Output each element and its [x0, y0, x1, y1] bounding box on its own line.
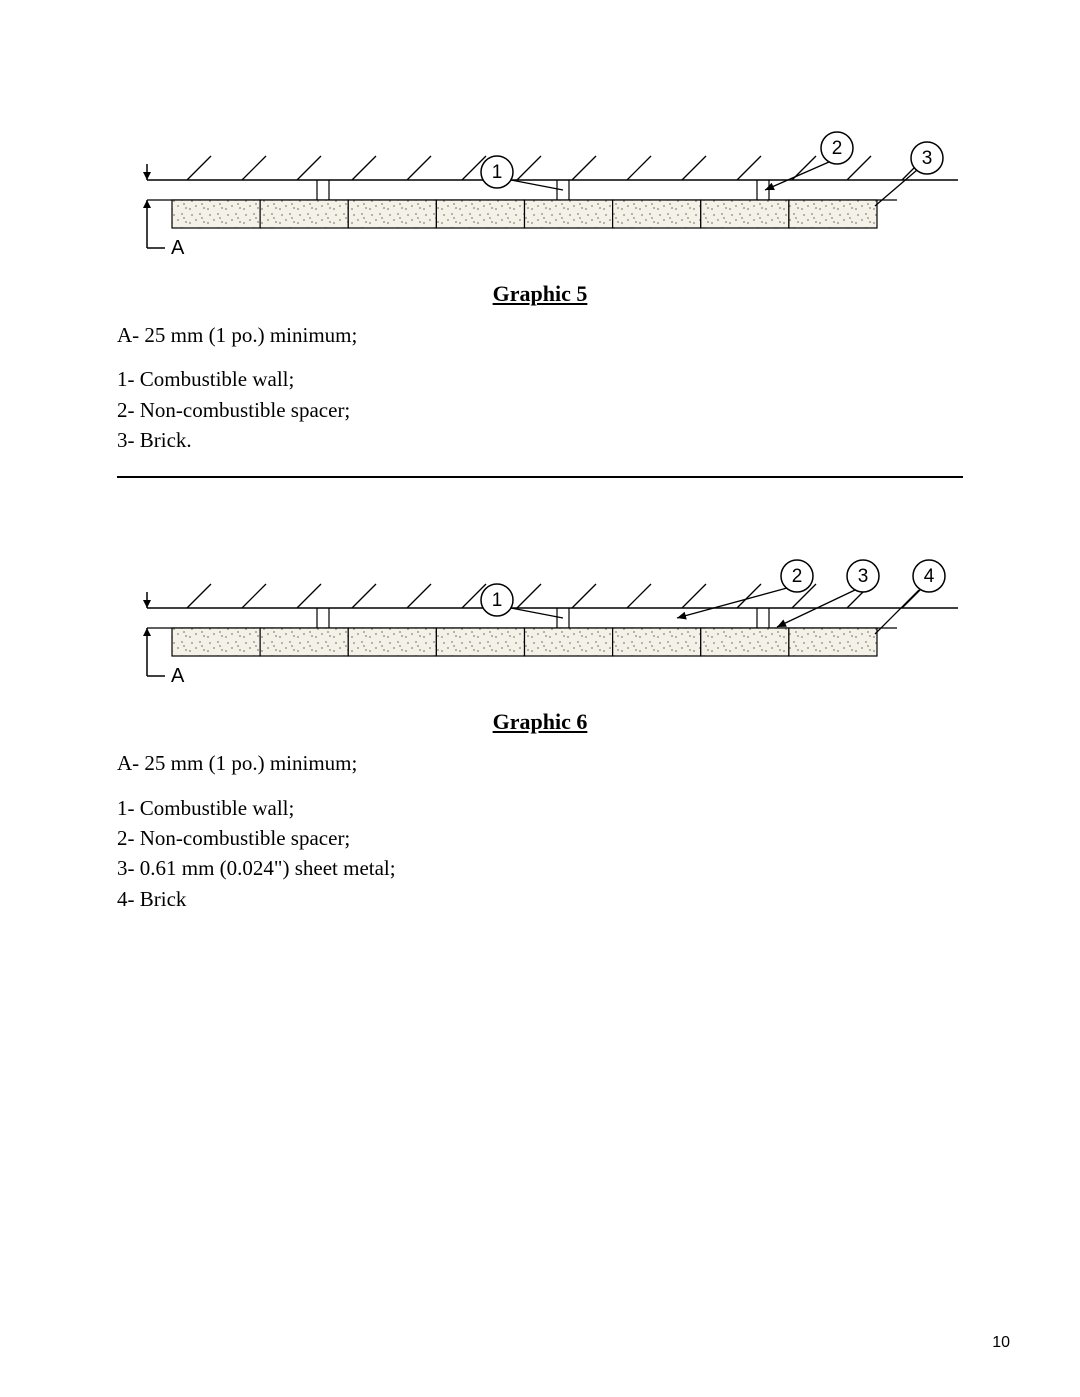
legend-line: A- 25 mm (1 po.) minimum;: [117, 749, 963, 777]
separator-rule: [117, 476, 963, 478]
svg-text:3: 3: [922, 148, 933, 169]
graphic-5-diagram: A 1 2 3: [117, 100, 963, 270]
svg-text:1: 1: [492, 590, 503, 611]
legend-line: A- 25 mm (1 po.) minimum;: [117, 321, 963, 349]
legend-line: 1- Combustible wall;: [117, 794, 963, 822]
legend-line: 4- Brick: [117, 885, 963, 913]
svg-text:4: 4: [924, 566, 935, 587]
graphic-6-caption: Graphic 6: [117, 709, 963, 735]
page-number: 10: [992, 1334, 1010, 1352]
graphic-5-legend: A- 25 mm (1 po.) minimum; 1- Combustible…: [117, 321, 963, 454]
page: A 1 2 3 Graphic 5 A- 25 mm (1 po.) minimum;…: [0, 0, 1080, 1397]
content-area: A 1 2 3 Graphic 5 A- 25 mm (1 po.) minimum;…: [117, 100, 963, 915]
graphic-6-block: A 1 2 3 4 Graphic 6 A- 25 mm (1 po.) minimum…: [117, 528, 963, 913]
graphic-6-diagram: A 1 2 3 4: [117, 528, 963, 698]
legend-line: 2- Non-combustible spacer;: [117, 396, 963, 424]
svg-text:3: 3: [858, 566, 869, 587]
svg-text:A: A: [171, 665, 185, 687]
svg-text:A: A: [171, 237, 185, 259]
svg-text:2: 2: [792, 566, 803, 587]
legend-line: 2- Non-combustible spacer;: [117, 824, 963, 852]
legend-line: 3- 0.61 mm (0.024") sheet metal;: [117, 854, 963, 882]
legend-line: 1- Combustible wall;: [117, 365, 963, 393]
graphic-5-block: A 1 2 3 Graphic 5 A- 25 mm (1 po.) minimum;…: [117, 100, 963, 454]
legend-line: 3- Brick.: [117, 426, 963, 454]
svg-text:1: 1: [492, 162, 503, 183]
svg-text:2: 2: [832, 138, 843, 159]
graphic-5-caption: Graphic 5: [117, 281, 963, 307]
graphic-6-legend: A- 25 mm (1 po.) minimum; 1- Combustible…: [117, 749, 963, 913]
